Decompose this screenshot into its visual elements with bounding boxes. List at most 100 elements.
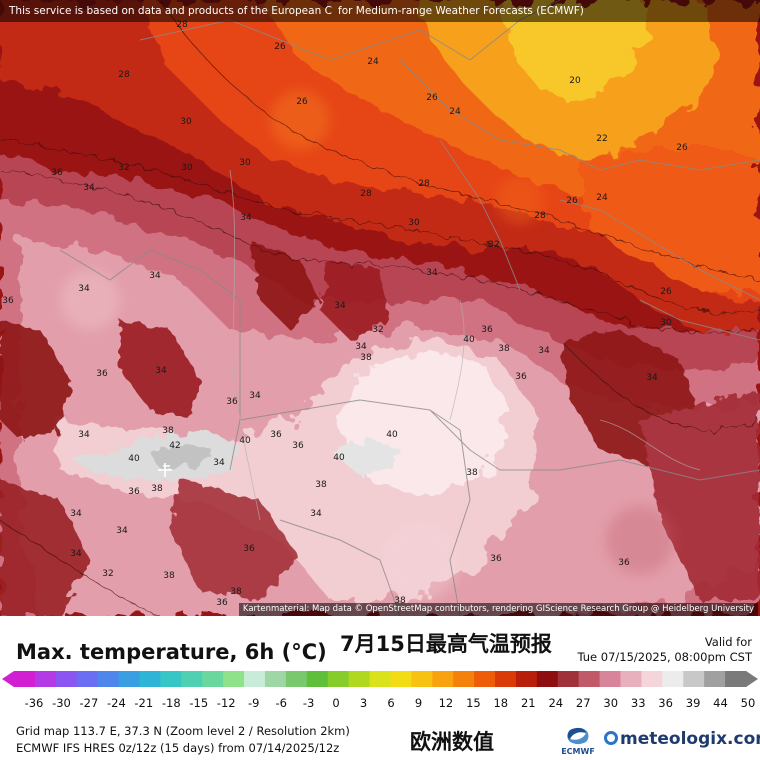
temperature-label: 38 [230, 587, 242, 597]
temperature-label: 32 [488, 240, 499, 250]
contour-lines [0, 0, 760, 616]
scale-labels: -36 -30 -27 -24 -21 -18 -15 -12 -9 -6 -3 0 3 6 9 12 15 18… [25, 696, 756, 710]
scale-bin [118, 671, 141, 687]
scale-bin [76, 671, 99, 687]
scale-bin [181, 671, 203, 687]
scale-label: 15 [466, 696, 481, 710]
scale-bin [264, 671, 287, 687]
scale-label: -24 [107, 696, 126, 710]
temperature-label: 38 [151, 484, 163, 494]
temperature-label: 36 [216, 598, 228, 608]
temperature-label: 34 [426, 268, 438, 278]
model-info: ECMWF IFS HRES 0z/12z (15 days) from 07/… [16, 741, 340, 755]
scale-label: -15 [189, 696, 208, 710]
temperature-label: 34 [155, 366, 167, 376]
scale-bin [725, 671, 747, 687]
hottest-patch [70, 430, 400, 480]
scale-bin [348, 671, 371, 687]
valid-time: Tue 07/15/2025, 08:00pm CST [577, 650, 752, 664]
ecmwf-label: ECMWF [561, 747, 595, 756]
scale-bin [411, 671, 433, 687]
texture [60, 90, 674, 600]
temperature-map[interactable]: 28 26 24 20 28 26 26 24 30 22 26 30 30 32 36 34 28 28 26 24… [0, 0, 760, 616]
scale-bin [620, 671, 643, 687]
temperature-label: 38 [162, 426, 174, 436]
temperature-label: 36 [2, 296, 14, 306]
temperature-label: 34 [70, 509, 82, 519]
temperature-label: 34 [355, 342, 367, 352]
scale-label: 24 [548, 696, 563, 710]
scale-label: 39 [686, 696, 701, 710]
temperature-label: 30 [408, 218, 420, 228]
temperature-label: 26 [426, 93, 438, 103]
scale-label: 0 [332, 696, 339, 710]
temperature-label: 40 [333, 453, 345, 463]
temperature-label: 36 [515, 372, 527, 382]
grid-info: Grid map 113.7 E, 37.3 N (Zoom level 2 /… [16, 724, 350, 738]
temperature-label: 36 [243, 544, 255, 554]
scale-label: -9 [248, 696, 259, 710]
scale-bin [306, 671, 329, 687]
scale-label: 27 [576, 696, 591, 710]
scale-bin [55, 671, 78, 687]
temperature-label: 28 [118, 70, 130, 80]
scale-bin [285, 671, 308, 687]
temperature-label: 34 [83, 183, 95, 193]
scale-bin [453, 671, 475, 687]
scale-label: 33 [631, 696, 646, 710]
temperature-label: 34 [70, 549, 82, 559]
title-english: Max. temperature, 6h (°C) [16, 640, 327, 664]
meteologix-label: meteologix.com [620, 729, 760, 749]
info-panel [0, 616, 760, 760]
temperature-label: 20 [569, 76, 581, 86]
scale-bin [432, 671, 454, 687]
location-marker [158, 463, 172, 477]
temperature-label: 42 [169, 441, 180, 451]
temperature-label: 34 [78, 284, 90, 294]
copyright-banner: This service is based on data and produc… [0, 0, 760, 22]
temperature-label: 40 [239, 436, 251, 446]
scale-bin [515, 671, 538, 687]
temperature-label: 38 [498, 344, 510, 354]
temperature-label: 38 [315, 480, 327, 490]
color-scale: -36 -30 -27 -24 -21 -18 -15 -12 -9 -6 -3 0 3 6 9 12 15 18… [2, 671, 758, 710]
meteologix-logo[interactable]: meteologix.com [604, 729, 760, 749]
scale-label: -18 [162, 696, 181, 710]
scale-bin [390, 671, 412, 687]
scale-label: -6 [275, 696, 286, 710]
temperature-label: 40 [128, 454, 140, 464]
notice-left: This service is based on data and produc… [9, 5, 332, 17]
scale-label: 12 [439, 696, 454, 710]
temperature-label: 32 [118, 163, 129, 173]
temperature-label: 24 [367, 57, 379, 67]
temperature-label: 40 [463, 335, 475, 345]
temperature-label: 34 [334, 301, 346, 311]
scale-label: 36 [658, 696, 673, 710]
scale-left-arrow [2, 671, 14, 687]
temperature-label: 32 [372, 325, 383, 335]
scale-right-arrow [746, 671, 758, 687]
scale-label: -21 [134, 696, 153, 710]
temperature-label: 34 [240, 213, 252, 223]
temperature-label: 36 [226, 397, 238, 407]
temperature-label: 28 [360, 189, 372, 199]
ecmwf-logo[interactable]: ECMWF [560, 726, 596, 756]
valid-label: Valid for [704, 635, 752, 649]
title-chinese: 7月15日最高气温预报 [340, 632, 552, 656]
temperature-labels: 28 26 24 20 28 26 26 24 30 22 26 30 30 32 36 34 28 28 26 24… [2, 20, 688, 608]
temperature-label: 40 [386, 430, 398, 440]
scale-bin [495, 671, 517, 687]
scale-bin [474, 671, 496, 687]
scale-bin [557, 671, 580, 687]
temperature-label: 36 [292, 441, 304, 451]
scale-bin [139, 671, 161, 687]
temperature-label: 34 [213, 458, 225, 468]
scale-bin [327, 671, 350, 687]
temperature-label: 26 [660, 287, 672, 297]
temperature-label: 28 [534, 211, 546, 221]
scale-label: -36 [25, 696, 44, 710]
temperature-label: 36 [490, 554, 502, 564]
scale-bin [599, 671, 622, 687]
meteologix-ring-icon [604, 731, 618, 745]
temperature-label: 28 [176, 20, 188, 30]
